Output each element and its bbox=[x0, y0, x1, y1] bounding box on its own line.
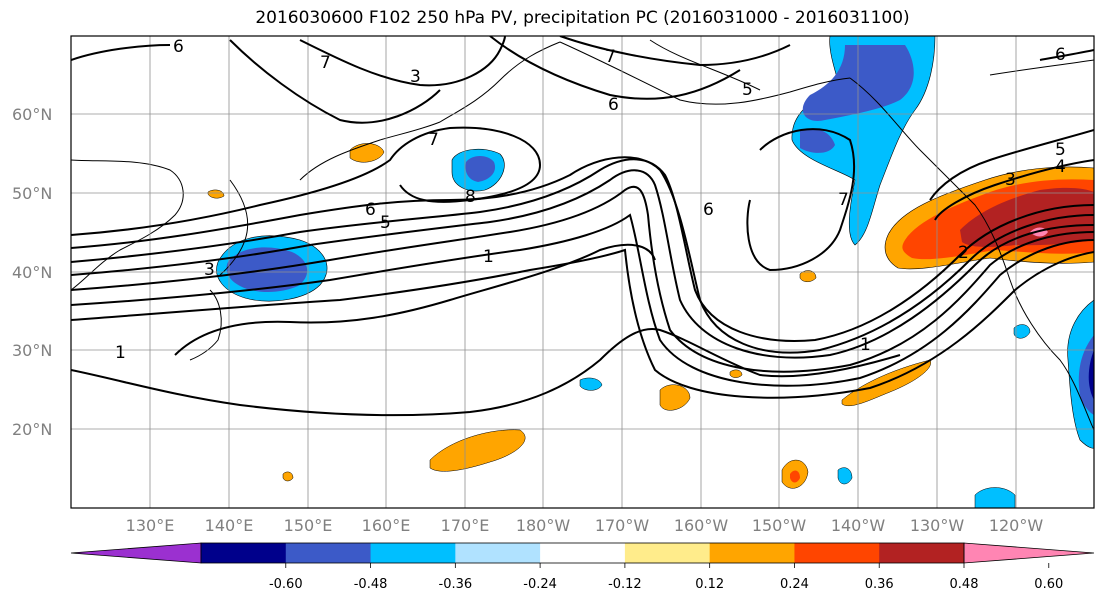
lon-label: 180°W bbox=[516, 516, 571, 535]
colorbar-extend-high bbox=[963, 542, 1095, 564]
lon-label: 170°W bbox=[595, 516, 650, 535]
latitude-labels: 60°N 50°N 40°N 30°N 20°N bbox=[12, 105, 52, 439]
pv-label: 8 bbox=[465, 187, 476, 207]
colorbar-cell bbox=[370, 543, 456, 563]
colorbar-cell bbox=[201, 543, 287, 563]
lon-label: 170°E bbox=[441, 516, 490, 535]
colorbar-outline bbox=[200, 542, 965, 564]
pv-label: 6 bbox=[1055, 45, 1066, 65]
lat-label: 60°N bbox=[12, 105, 52, 124]
map-title: 2016030600 F102 250 hPa PV, precipitatio… bbox=[255, 8, 910, 28]
coastlines bbox=[71, 39, 1094, 431]
pv-label: 6 bbox=[703, 200, 714, 220]
pv-label: 7 bbox=[320, 53, 331, 73]
pv-label: 6 bbox=[173, 37, 184, 57]
map-frame bbox=[70, 35, 1095, 509]
lon-label: 120°W bbox=[989, 516, 1044, 535]
pv-label: 1 bbox=[483, 247, 494, 267]
pv-label: 5 bbox=[380, 213, 391, 233]
colorbar-tick-label: 0.36 bbox=[865, 577, 894, 592]
pv-label: 6 bbox=[365, 200, 376, 220]
lat-label: 20°N bbox=[12, 420, 52, 439]
colorbar-tick-label: -0.24 bbox=[523, 577, 557, 592]
pv-label: 3 bbox=[1005, 170, 1016, 190]
lon-label: 150°E bbox=[284, 516, 333, 535]
lon-label: 150°W bbox=[752, 516, 807, 535]
colorbar-tick-label: -0.48 bbox=[354, 577, 388, 592]
colorbar-cell bbox=[540, 543, 626, 563]
colorbar-tick-label: 0.24 bbox=[780, 577, 809, 592]
pv-label: 4 bbox=[1055, 157, 1066, 177]
colorbar-labels: -0.60 -0.48 -0.36 -0.24 -0.12 0.12 0.24 … bbox=[269, 577, 1063, 592]
colorbar-cell bbox=[709, 543, 795, 563]
colorbar-tick-label: 0.60 bbox=[1034, 577, 1063, 592]
colorbar-cell bbox=[794, 543, 880, 563]
pv-label: 7 bbox=[838, 190, 849, 210]
lat-label: 30°N bbox=[12, 341, 52, 360]
pv-label: 2 bbox=[958, 243, 969, 263]
colorbar-extend-low bbox=[70, 542, 202, 564]
lon-label: 160°E bbox=[362, 516, 411, 535]
pv-contour-labels: 6 7 3 7 6 5 6 7 8 1 6 5 6 7 5 4 3 2 1 1 … bbox=[115, 37, 1066, 363]
colorbar-cell bbox=[624, 543, 711, 563]
longitude-labels: 130°E 140°E 150°E 160°E 170°E 180°W 170°… bbox=[126, 516, 1044, 535]
map-area: 6 7 3 7 6 5 6 7 8 1 6 5 6 7 5 4 3 2 1 1 … bbox=[71, 36, 1094, 508]
precip-shading bbox=[207, 36, 1094, 508]
colorbar-cell bbox=[285, 543, 372, 563]
pv-label: 6 bbox=[608, 95, 619, 115]
colorbar-tick-label: -0.12 bbox=[608, 577, 642, 592]
lat-label: 50°N bbox=[12, 184, 52, 203]
colorbar-tick-label: 0.12 bbox=[695, 577, 724, 592]
lat-label: 40°N bbox=[12, 263, 52, 282]
lon-label: 130°W bbox=[910, 516, 965, 535]
pv-contours bbox=[71, 36, 1094, 417]
lon-label: 140°E bbox=[205, 516, 254, 535]
lon-label: 130°E bbox=[126, 516, 175, 535]
pv-label: 3 bbox=[204, 260, 215, 280]
lon-label: 160°W bbox=[674, 516, 729, 535]
pv-label: 3 bbox=[410, 67, 421, 87]
colorbar-ticks bbox=[285, 563, 1050, 568]
lon-label: 140°W bbox=[831, 516, 886, 535]
colorbar-tick-label: -0.36 bbox=[439, 577, 473, 592]
colorbar: -0.60 -0.48 -0.36 -0.24 -0.12 0.12 0.24 … bbox=[70, 542, 1095, 592]
pv-label: 1 bbox=[115, 343, 126, 363]
colorbar-tick-label: -0.60 bbox=[269, 577, 303, 592]
pv-label: 5 bbox=[742, 80, 753, 100]
pv-label: 7 bbox=[605, 47, 616, 67]
colorbar-cell bbox=[879, 543, 965, 563]
pv-label: 7 bbox=[428, 130, 439, 150]
colorbar-tick-label: 0.48 bbox=[950, 577, 979, 592]
pv-label: 1 bbox=[860, 335, 871, 355]
pv-label: 5 bbox=[1055, 140, 1066, 160]
colorbar-cell bbox=[455, 543, 541, 563]
